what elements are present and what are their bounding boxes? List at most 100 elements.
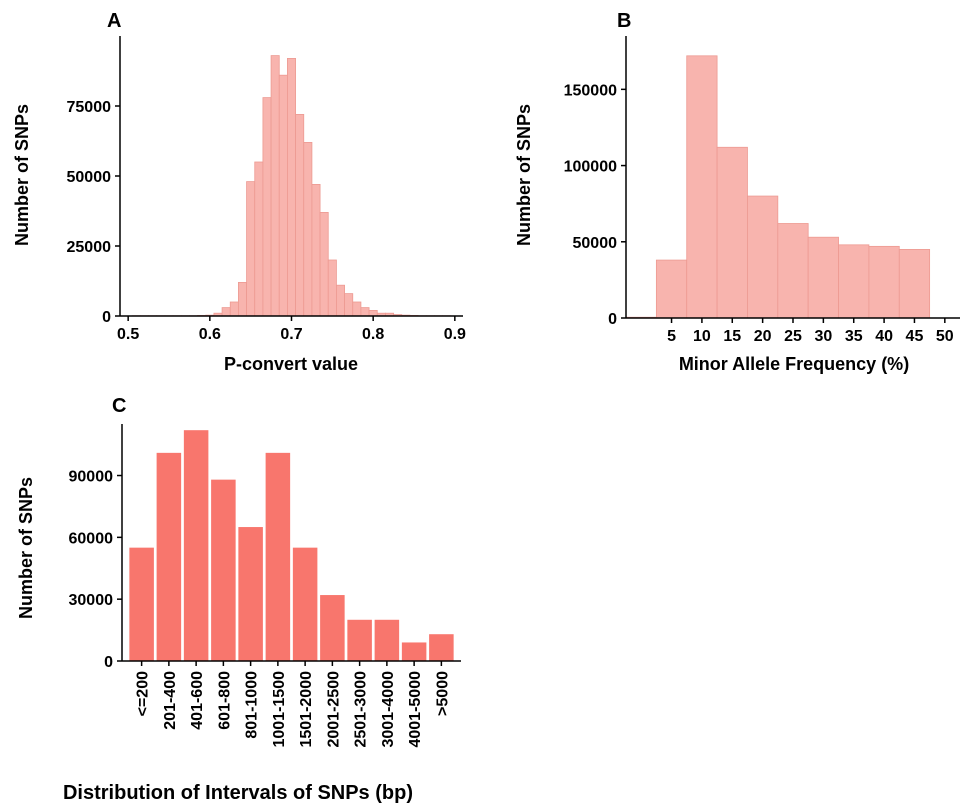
panel-a-x-tick-label: 0.9 [444,326,466,343]
panel-c-bar [320,595,345,661]
panel-b-x-ticks: 5 10 15 20 25 30 35 40 45 50 [667,318,954,345]
panel-b-x-tick-label: 5 [667,328,676,345]
panel-a-y-tick-label: 0 [102,309,111,326]
panel-c-x-tick-label: 3001-4000 [380,671,397,748]
panel-c-bars [129,430,454,661]
panel-c-x-axis-title: Distribution of Intervals of SNPs (bp) [63,782,413,804]
panel-b-x-tick-label: 35 [845,328,863,345]
panel-b-x-tick-label: 45 [906,328,924,345]
panel-b-bars [625,55,931,319]
panel-a-bar [295,114,305,317]
panel-c-x-tick-label: <=200 [135,671,152,716]
panel-a-bar [229,301,239,317]
panel-a-bar [303,141,313,317]
panel-b-x-tick-label: 10 [693,328,711,345]
panel-a-bar [311,183,321,317]
panel-c-y-axis-title: Number of SNPs [16,477,36,619]
panel-b-x-tick-label: 15 [723,328,741,345]
panel-b-bar [655,259,688,319]
panel-c-x-tick-label: 2501-3000 [353,671,370,748]
panel-b-bar [686,55,718,319]
panel-b-y-tick-label: 150000 [564,82,617,99]
panel-c-x-tick-label: 1001-1500 [271,671,288,748]
panel-b: B 0 50000 100000 150000 5 10 15 20 25 30 35 40 45 50… [514,10,960,374]
panel-b-x-tick-label: 30 [814,328,832,345]
panel-b-x-tick-label: 40 [875,328,893,345]
panel-c-x-tick-label: 201-400 [162,671,179,730]
panel-b-x-tick-label: 25 [784,328,802,345]
panel-c-bar [292,547,318,661]
panel-letter-b: B [617,10,631,32]
panel-a-y-tick-label: 50000 [67,169,112,186]
panel-c-x-tick-label: 2001-2500 [325,671,342,748]
panel-a-x-tick-label: 0.7 [280,326,302,343]
panel-a-bar [352,301,362,317]
panel-b-bar [868,245,900,319]
panel-a-bar [270,55,280,317]
panel-c-y-tick-label: 60000 [69,530,114,547]
panel-letter-c: C [112,395,126,417]
panel-b-y-ticks: 0 50000 100000 150000 [564,82,626,328]
panel-b-y-tick-label: 50000 [573,235,618,252]
panel-c-bar [401,642,427,661]
panel-c-x-ticks: <=200 201-400 401-600 601-800 801-1000 1001-1… [135,661,451,748]
panel-c-bar [129,547,154,661]
panel-c-y-tick-label: 30000 [69,592,114,609]
panel-a-x-tick-label: 0.8 [362,326,384,343]
panel-c-bar [374,619,400,661]
panel-a-bar [344,293,354,317]
panel-b-x-tick-label: 50 [936,328,954,345]
panel-a-bar [360,307,370,317]
panel-a-y-axis-title: Number of SNPs [12,104,32,246]
panel-a-bar [246,181,256,317]
panel-a-x-ticks: 0.5 0.6 0.7 0.8 0.9 [117,316,466,343]
panel-a-bar [287,58,296,317]
panel-a-x-axis-title: P-convert value [224,354,358,374]
panel-b-x-tick-label: 20 [754,328,772,345]
panel-c-x-tick-label: 601-800 [216,671,233,730]
panel-a-y-tick-label: 25000 [67,239,112,256]
panel-a-bar [254,161,264,317]
panel-c-bar [211,479,236,661]
panel-a-x-tick-label: 0.6 [199,326,221,343]
panel-a-bar [262,97,272,317]
panel-b-y-tick-label: 0 [608,311,617,328]
panel-c-y-ticks: 0 30000 60000 90000 [69,469,122,671]
panel-c-x-tick-label: >5000 [434,671,451,716]
panel-b-bar [716,146,748,319]
panel-c-x-tick-label: 801-1000 [244,671,261,739]
panel-a-bar [319,211,329,317]
panel-a-bar [221,307,231,317]
panel-b-x-axis-title: Minor Allele Frequency (%) [679,354,909,374]
panel-c-x-tick-label: 401-600 [189,671,206,730]
panel-b-bar [898,249,931,319]
panel-b-bar [777,223,809,319]
panel-c-y-tick-label: 90000 [69,469,114,486]
panel-b-y-axis-title: Number of SNPs [514,104,534,246]
panel-a-bar [327,259,337,317]
panel-c-y-tick-label: 0 [104,654,113,671]
panel-c-bar [429,634,454,661]
panel-a-bar [336,284,345,317]
panel-c-x-tick-label: 1501-2000 [298,671,315,748]
panel-a-y-ticks: 0 25000 50000 75000 [67,99,120,326]
panel-b-bar [747,195,779,319]
panel-c: C 0 30000 60000 90000 <=200 201-400 401-600 60… [16,395,461,804]
panel-a-y-tick-label: 75000 [67,99,112,116]
panel-c-bar [156,452,182,661]
panel-a: A 0 25000 50000 75000 0.5 0.6 0.7 0.8 0.9 P-con… [12,10,466,374]
panel-c-x-tick-label: 4001-5000 [407,671,424,748]
panel-a-bar [368,309,378,317]
panel-a-bar [278,74,288,317]
panel-c-bar [347,619,372,661]
panel-a-bars [131,55,452,317]
panel-c-bar [183,430,209,661]
panel-c-bar [238,527,263,661]
panel-b-bar [807,236,839,319]
panel-a-x-tick-label: 0.5 [117,326,139,343]
panel-letter-a: A [107,10,121,32]
panel-a-bar [238,281,247,317]
panel-c-bar [265,452,291,661]
panel-b-bar [838,244,870,319]
